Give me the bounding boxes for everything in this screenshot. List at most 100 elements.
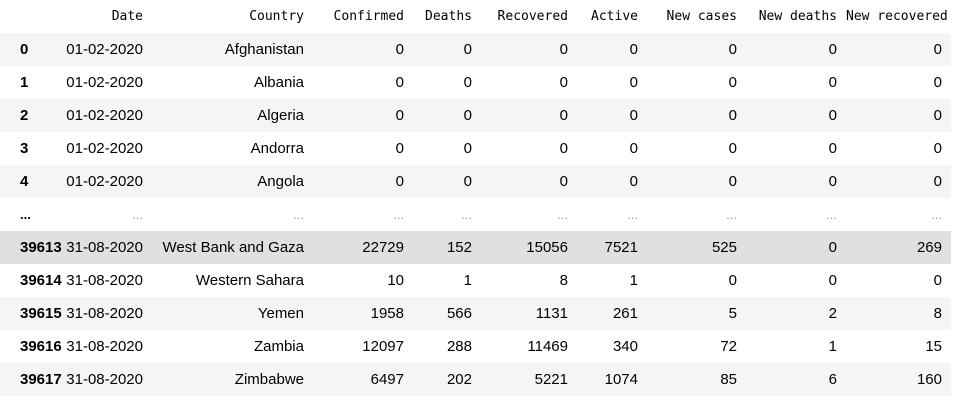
table-row: 39614 31-08-2020 Western Sahara 10 1 8 1… xyxy=(0,264,951,297)
table-row: 0 01-02-2020 Afghanistan 0 0 0 0 0 0 0 xyxy=(0,33,951,66)
cell-new-deaths: ... xyxy=(826,207,837,222)
table-row: 3 01-02-2020 Andorra 0 0 0 0 0 0 0 xyxy=(0,132,951,165)
cell-new-recovered: 0 xyxy=(933,173,942,190)
cell-confirmed: 6497 xyxy=(370,371,404,388)
cell-country: Western Sahara xyxy=(195,272,304,289)
cell-confirmed: 22729 xyxy=(362,239,404,256)
cell-active: 1074 xyxy=(604,371,638,388)
cell-new-cases: 5 xyxy=(728,305,737,322)
cell-active: ... xyxy=(627,207,638,222)
column-header-date: Date xyxy=(111,9,143,24)
cell-country: ... xyxy=(293,207,304,222)
cell-recovered: ... xyxy=(557,207,568,222)
cell-new-deaths: 0 xyxy=(828,272,837,289)
column-header-confirmed: Confirmed xyxy=(333,9,404,24)
cell-new-recovered: 160 xyxy=(916,371,942,388)
cell-recovered: 1131 xyxy=(535,305,568,322)
cell-deaths: 288 xyxy=(446,338,472,355)
row-index: ... xyxy=(20,207,31,222)
row-index: 39616 xyxy=(20,338,62,355)
row-index: 39613 xyxy=(20,239,62,256)
cell-deaths: 0 xyxy=(463,74,472,91)
cell-country: Zimbabwe xyxy=(234,371,304,388)
cell-new-cases: ... xyxy=(726,207,737,222)
cell-new-deaths: 6 xyxy=(828,371,837,388)
cell-confirmed: 0 xyxy=(395,140,404,157)
cell-country: Albania xyxy=(253,74,304,91)
column-header-new-recovered: New recovered xyxy=(846,9,948,24)
cell-deaths: 0 xyxy=(463,107,472,124)
cell-recovered: 8 xyxy=(559,272,568,289)
cell-active: 340 xyxy=(612,338,638,355)
cell-confirmed: 10 xyxy=(387,272,404,289)
cell-new-cases: 0 xyxy=(728,173,737,190)
cell-active: 1 xyxy=(629,272,638,289)
cell-new-recovered: 0 xyxy=(933,41,942,58)
cell-confirmed: 12097 xyxy=(362,338,404,355)
cell-confirmed: 0 xyxy=(395,107,404,124)
cell-country: Andorra xyxy=(250,140,304,157)
cell-date: 01-02-2020 xyxy=(66,41,143,58)
cell-deaths: 202 xyxy=(446,371,472,388)
cell-new-cases: 0 xyxy=(728,107,737,124)
cell-country: Algeria xyxy=(257,107,304,124)
cell-new-cases: 525 xyxy=(711,239,737,256)
cell-new-cases: 0 xyxy=(728,41,737,58)
row-index: 2 xyxy=(20,107,29,124)
cell-new-recovered: ... xyxy=(931,207,942,222)
row-index: 1 xyxy=(20,74,29,91)
row-index: 0 xyxy=(20,41,29,58)
cell-new-cases: 0 xyxy=(728,74,737,91)
cell-country: Yemen xyxy=(257,305,304,322)
cell-new-cases: 72 xyxy=(720,338,737,355)
cell-date: 01-02-2020 xyxy=(66,107,143,124)
cell-confirmed: 0 xyxy=(395,173,404,190)
table-row: 39617 31-08-2020 Zimbabwe 6497 202 5221 … xyxy=(0,363,951,396)
cell-deaths: 0 xyxy=(463,41,472,58)
cell-date: 31-08-2020 xyxy=(66,338,143,355)
cell-new-deaths: 1 xyxy=(828,338,837,355)
cell-confirmed: 1958 xyxy=(370,305,404,322)
table-row-hovered: 39613 31-08-2020 West Bank and Gaza 2272… xyxy=(0,231,951,264)
cell-new-recovered: 8 xyxy=(933,305,942,322)
cell-new-recovered: 269 xyxy=(916,239,942,256)
cell-date: 01-02-2020 xyxy=(66,140,143,157)
row-index: 39615 xyxy=(20,305,62,322)
cell-active: 0 xyxy=(629,107,638,124)
column-header-deaths: Deaths xyxy=(425,9,472,24)
cell-date: 31-08-2020 xyxy=(66,371,143,388)
dataframe-table: Date Country Confirmed Deaths Recovered … xyxy=(0,0,951,396)
cell-deaths: ... xyxy=(461,207,472,222)
cell-date: 31-08-2020 xyxy=(66,272,143,289)
cell-date: 01-02-2020 xyxy=(66,173,143,190)
cell-recovered: 0 xyxy=(559,173,568,190)
cell-date: 31-08-2020 xyxy=(66,239,143,256)
cell-recovered: 0 xyxy=(559,107,568,124)
cell-recovered: 0 xyxy=(559,41,568,58)
cell-deaths: 1 xyxy=(463,272,472,289)
cell-active: 0 xyxy=(629,173,638,190)
cell-active: 261 xyxy=(612,305,638,322)
cell-new-deaths: 0 xyxy=(828,41,837,58)
cell-country: West Bank and Gaza xyxy=(162,239,304,256)
row-index: 39617 xyxy=(20,371,62,388)
cell-deaths: 0 xyxy=(463,140,472,157)
column-header-new-cases: New cases xyxy=(666,9,737,24)
cell-country: Zambia xyxy=(253,338,304,355)
cell-active: 0 xyxy=(629,41,638,58)
column-header-new-deaths: New deaths xyxy=(758,9,837,24)
cell-recovered: 0 xyxy=(559,140,568,157)
cell-new-deaths: 0 xyxy=(828,173,837,190)
ellipsis-row: ... ... ... ... ... ... ... ... ... ... xyxy=(0,198,951,231)
cell-new-recovered: 0 xyxy=(933,272,942,289)
cell-date: 01-02-2020 xyxy=(66,74,143,91)
cell-deaths: 152 xyxy=(446,239,472,256)
cell-new-deaths: 0 xyxy=(828,107,837,124)
cell-new-deaths: 0 xyxy=(828,239,837,256)
column-header-index xyxy=(0,0,54,33)
cell-new-recovered: 0 xyxy=(933,107,942,124)
column-header-country: Country xyxy=(249,9,304,24)
cell-recovered: 5221 xyxy=(534,371,568,388)
cell-new-deaths: 0 xyxy=(828,140,837,157)
cell-new-deaths: 0 xyxy=(828,74,837,91)
